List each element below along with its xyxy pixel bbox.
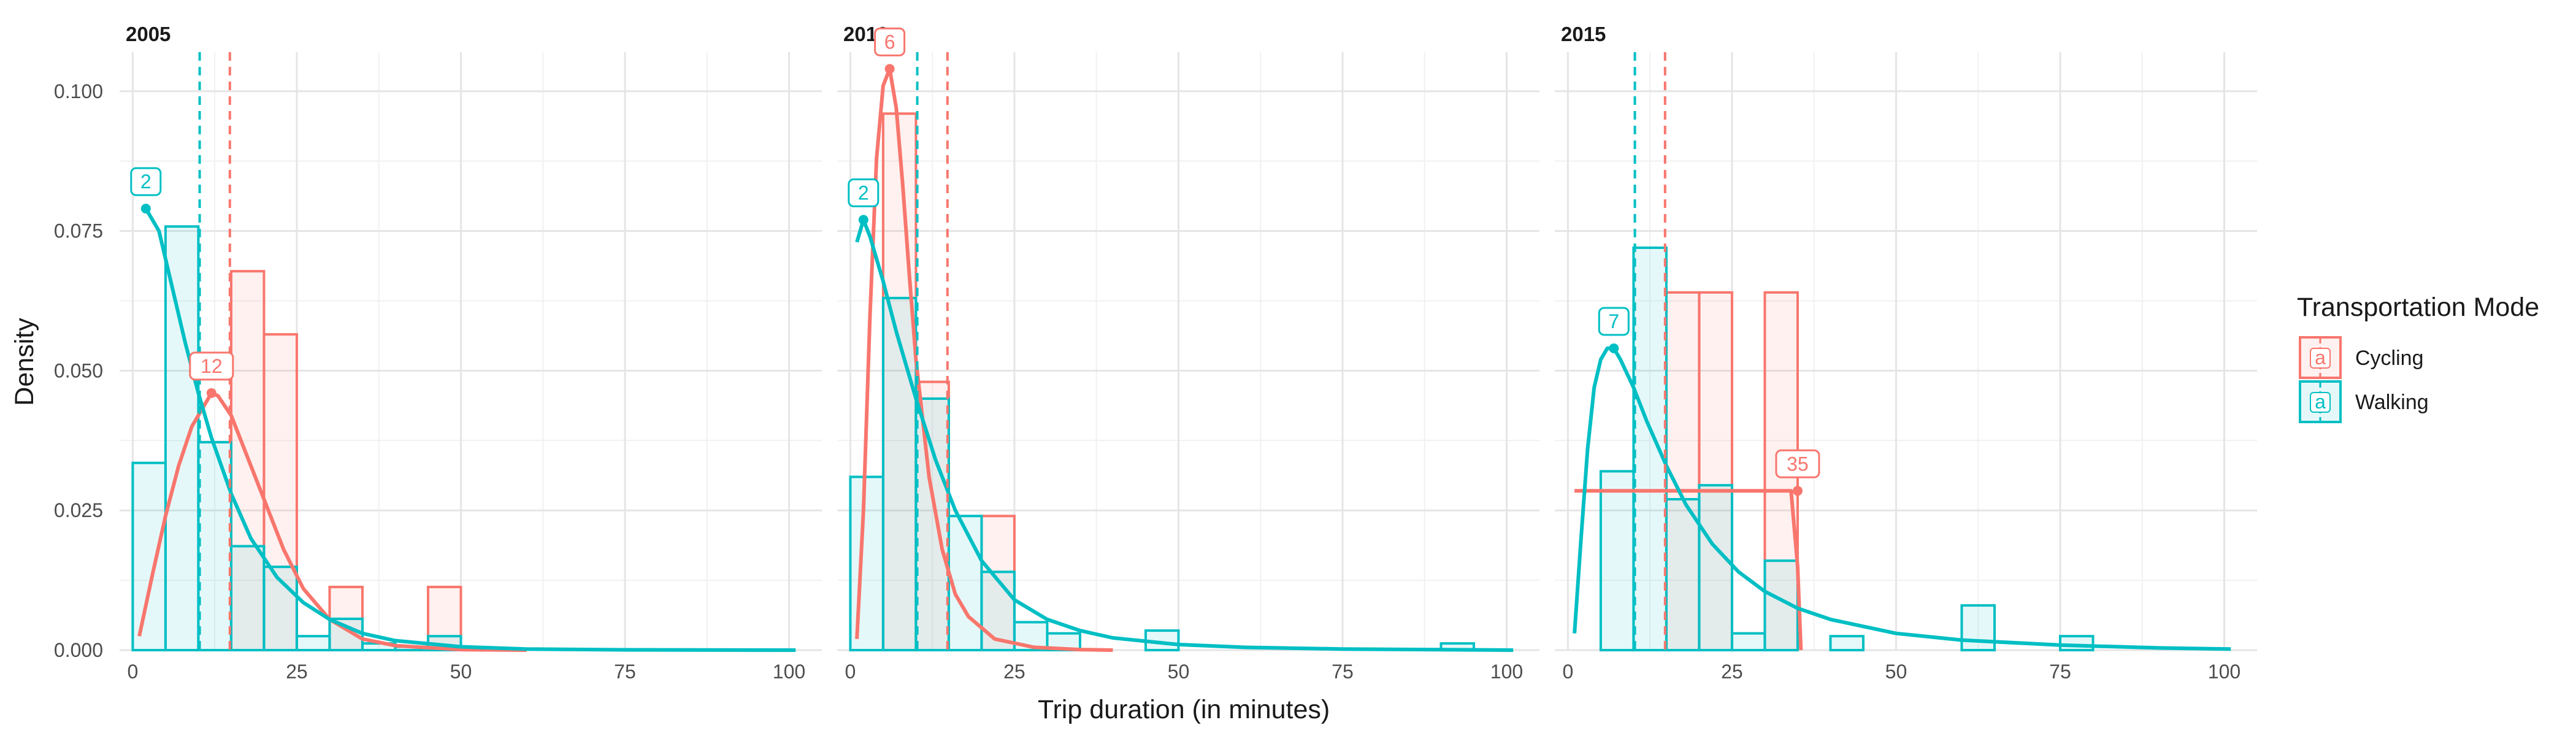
x-tick-label: 25 <box>286 661 308 683</box>
x-tick-label: 75 <box>1332 661 1354 683</box>
peak-label-box <box>189 351 234 381</box>
histogram-bar-walking <box>197 441 232 651</box>
x-tick-label: 50 <box>450 661 472 683</box>
peak-point-cycling <box>884 64 895 74</box>
histogram-bar-walking <box>1632 246 1668 651</box>
facet-title: 2005 <box>126 23 171 45</box>
legend-label-walking: Walking <box>2355 391 2429 414</box>
legend-key-label-box <box>2310 392 2331 413</box>
peak-point-walking <box>858 215 868 225</box>
histogram-bar-cycling <box>263 333 298 651</box>
y-tick-label: 0.025 <box>54 499 103 521</box>
x-tick-label: 50 <box>1885 661 1907 683</box>
histogram-bar-walking <box>947 515 983 651</box>
x-tick-label: 100 <box>1490 661 1523 683</box>
peak-label-cycling: 6 <box>884 31 895 53</box>
histogram-bar-walking <box>229 545 266 652</box>
legend-key-glyph: a <box>2315 347 2326 369</box>
density-curve-walking <box>1573 346 2231 651</box>
histogram-bar-walking <box>881 296 918 651</box>
density-curve-walking <box>144 207 796 652</box>
histogram-bar-walking <box>914 397 950 651</box>
histogram-bar-walking <box>1730 632 1766 652</box>
peak-label-walking: 2 <box>858 182 869 204</box>
peak-point-walking <box>140 204 151 214</box>
histogram-bar-walking <box>1698 484 1733 651</box>
histogram-bar-walking <box>164 225 200 651</box>
peak-label-box <box>1775 449 1820 478</box>
x-axis-title: Trip duration (in minutes) <box>1038 695 1330 724</box>
y-tick-label: 0.100 <box>54 80 103 102</box>
peak-point-walking <box>1609 343 1619 353</box>
legend-label-cycling: Cycling <box>2355 347 2423 370</box>
y-tick-label: 0.075 <box>54 220 103 242</box>
peak-point-cycling <box>206 388 217 398</box>
facet-panel-2005: 2005 0 25 50 75 100 12 2 <box>120 23 822 683</box>
histogram-bar-walking <box>1665 497 1701 652</box>
histogram-bar-walking <box>980 570 1016 652</box>
x-tick-label: 25 <box>1721 661 1743 683</box>
histogram-bar-walking <box>295 635 331 651</box>
y-axis-title: Density <box>10 318 39 406</box>
peak-label-walking: 2 <box>140 171 151 193</box>
histogram-bar-cycling <box>426 586 462 652</box>
peak-label-cycling: 35 <box>1787 453 1809 475</box>
peak-label-cycling: 12 <box>201 355 223 377</box>
x-tick-label: 75 <box>614 661 636 683</box>
x-tick-label: 0 <box>128 661 139 683</box>
x-tick-label: 25 <box>1003 661 1025 683</box>
facet-panel-2015: 2015 0 25 50 75 100 35 7 <box>1555 23 2257 683</box>
legend-key-label-box <box>2310 348 2331 369</box>
histogram-bar-walking <box>849 475 884 651</box>
histogram-bar-walking <box>2058 635 2095 651</box>
histogram-bar-walking <box>1829 635 1865 651</box>
peak-point-cycling <box>1792 486 1803 496</box>
x-tick-label: 100 <box>2208 661 2241 683</box>
y-tick-label: 0.050 <box>54 359 103 381</box>
peak-label-box <box>874 27 906 56</box>
histogram-bar-walking <box>131 461 167 651</box>
legend-title: Transportation Mode <box>2297 293 2539 322</box>
x-tick-label: 75 <box>2049 661 2071 683</box>
peak-label-box <box>1598 307 1630 336</box>
legend-key-glyph: a <box>2315 391 2326 413</box>
y-tick-label: 0.000 <box>54 639 103 661</box>
density-curve-cycling <box>137 391 527 652</box>
legend: Transportation Mode a Cycling a Walking <box>2297 293 2539 423</box>
x-tick-label: 0 <box>845 661 856 683</box>
peak-label-box <box>848 178 880 207</box>
facet-title: 2015 <box>1561 23 1606 45</box>
x-tick-label: 50 <box>1168 661 1190 683</box>
histogram-bar-walking <box>1599 470 1635 651</box>
density-curve-walking <box>855 218 1514 652</box>
x-tick-label: 0 <box>1563 661 1574 683</box>
peak-label-box <box>130 167 162 196</box>
peak-label-walking: 7 <box>1608 310 1619 332</box>
histogram-bar-walking <box>1960 604 1996 651</box>
x-tick-label: 100 <box>773 661 805 683</box>
